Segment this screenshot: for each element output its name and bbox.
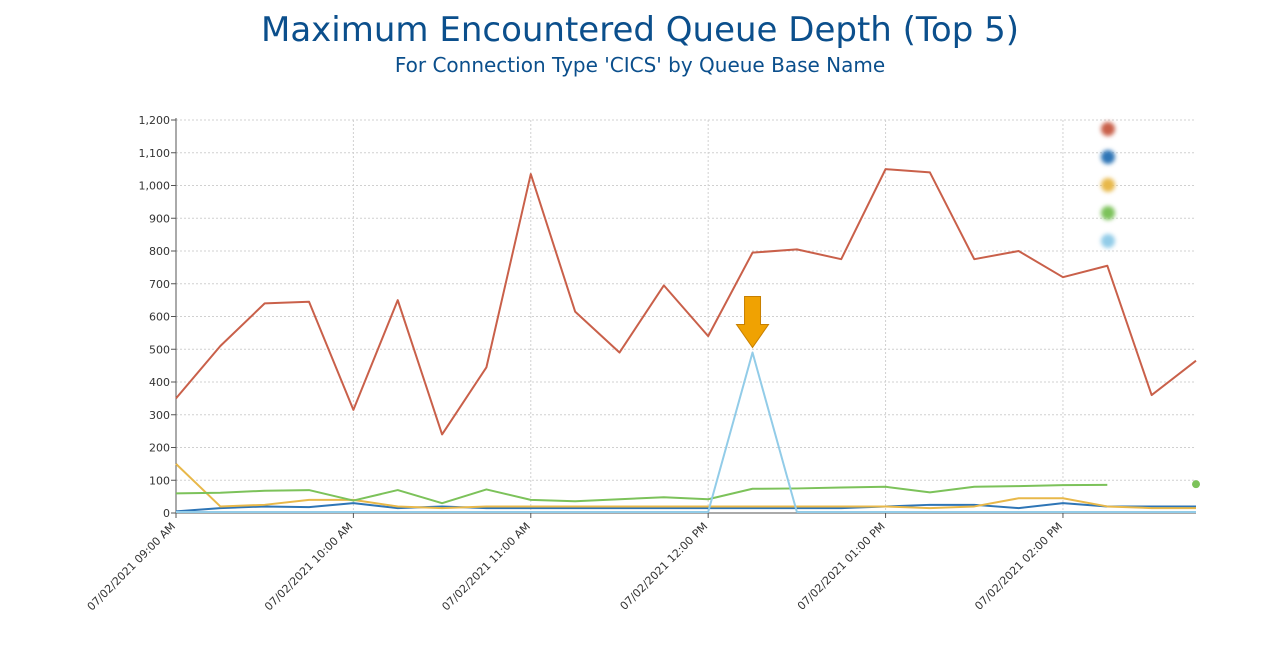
y-tick-label: 1,200 (139, 114, 171, 127)
x-tick-label: 07/02/2021 02:00 PM (972, 520, 1065, 613)
series-4-line[interactable] (175, 483, 1108, 505)
x-tick-label: 07/02/2021 09:00 AM (85, 520, 178, 613)
series-3-line[interactable] (175, 463, 1196, 510)
chart-subtitle: For Connection Type 'CICS' by Queue Base… (394, 53, 886, 77)
y-tick-label: 900 (149, 212, 170, 225)
legend-item[interactable] (1101, 206, 1115, 220)
legend-marker (1101, 234, 1115, 248)
chart-title: Maximum Encountered Queue Depth (Top 5) (261, 10, 1019, 50)
x-tick-label: 07/02/2021 01:00 PM (795, 520, 888, 613)
legend-marker (1101, 206, 1115, 220)
y-tick-label: 400 (149, 376, 170, 389)
chart-series (175, 168, 1200, 514)
legend-item[interactable] (1101, 178, 1115, 192)
series-1-line[interactable] (175, 168, 1197, 436)
y-tick-label: 100 (149, 474, 170, 487)
y-tick-label: 1,100 (139, 147, 171, 160)
series-4-point[interactable] (1192, 480, 1200, 489)
chart-axes: 0 100 200 300 400 500 600 700 800 900 1,000 1,100 1,… (85, 114, 1196, 613)
series-5-line[interactable] (176, 351, 1196, 514)
x-tick-label: 07/02/2021 10:00 AM (262, 520, 355, 613)
chart-annotations (735, 296, 770, 349)
y-tick-label: 500 (149, 343, 170, 356)
chart-legend[interactable] (1101, 122, 1115, 248)
legend-marker (1101, 178, 1115, 192)
legend-item[interactable] (1101, 150, 1115, 164)
y-tick-label: 700 (149, 278, 170, 291)
x-tick-label: 07/02/2021 11:00 AM (439, 520, 532, 613)
y-tick-label: 200 (149, 442, 170, 455)
y-tick-label: 800 (149, 245, 170, 258)
highlight-arrow-icon (735, 296, 770, 349)
x-tick-label: 07/02/2021 12:00 PM (618, 520, 711, 613)
legend-marker (1101, 150, 1115, 164)
y-tick-label: 300 (149, 409, 170, 422)
series-2-line[interactable] (175, 502, 1196, 513)
y-tick-label: 0 (163, 507, 170, 520)
y-tick-label: 600 (149, 311, 170, 324)
legend-item[interactable] (1101, 122, 1115, 136)
legend-item[interactable] (1101, 234, 1115, 248)
y-tick-label: 1,000 (139, 180, 171, 193)
legend-marker (1101, 122, 1115, 136)
chart-grid (175, 119, 1196, 514)
